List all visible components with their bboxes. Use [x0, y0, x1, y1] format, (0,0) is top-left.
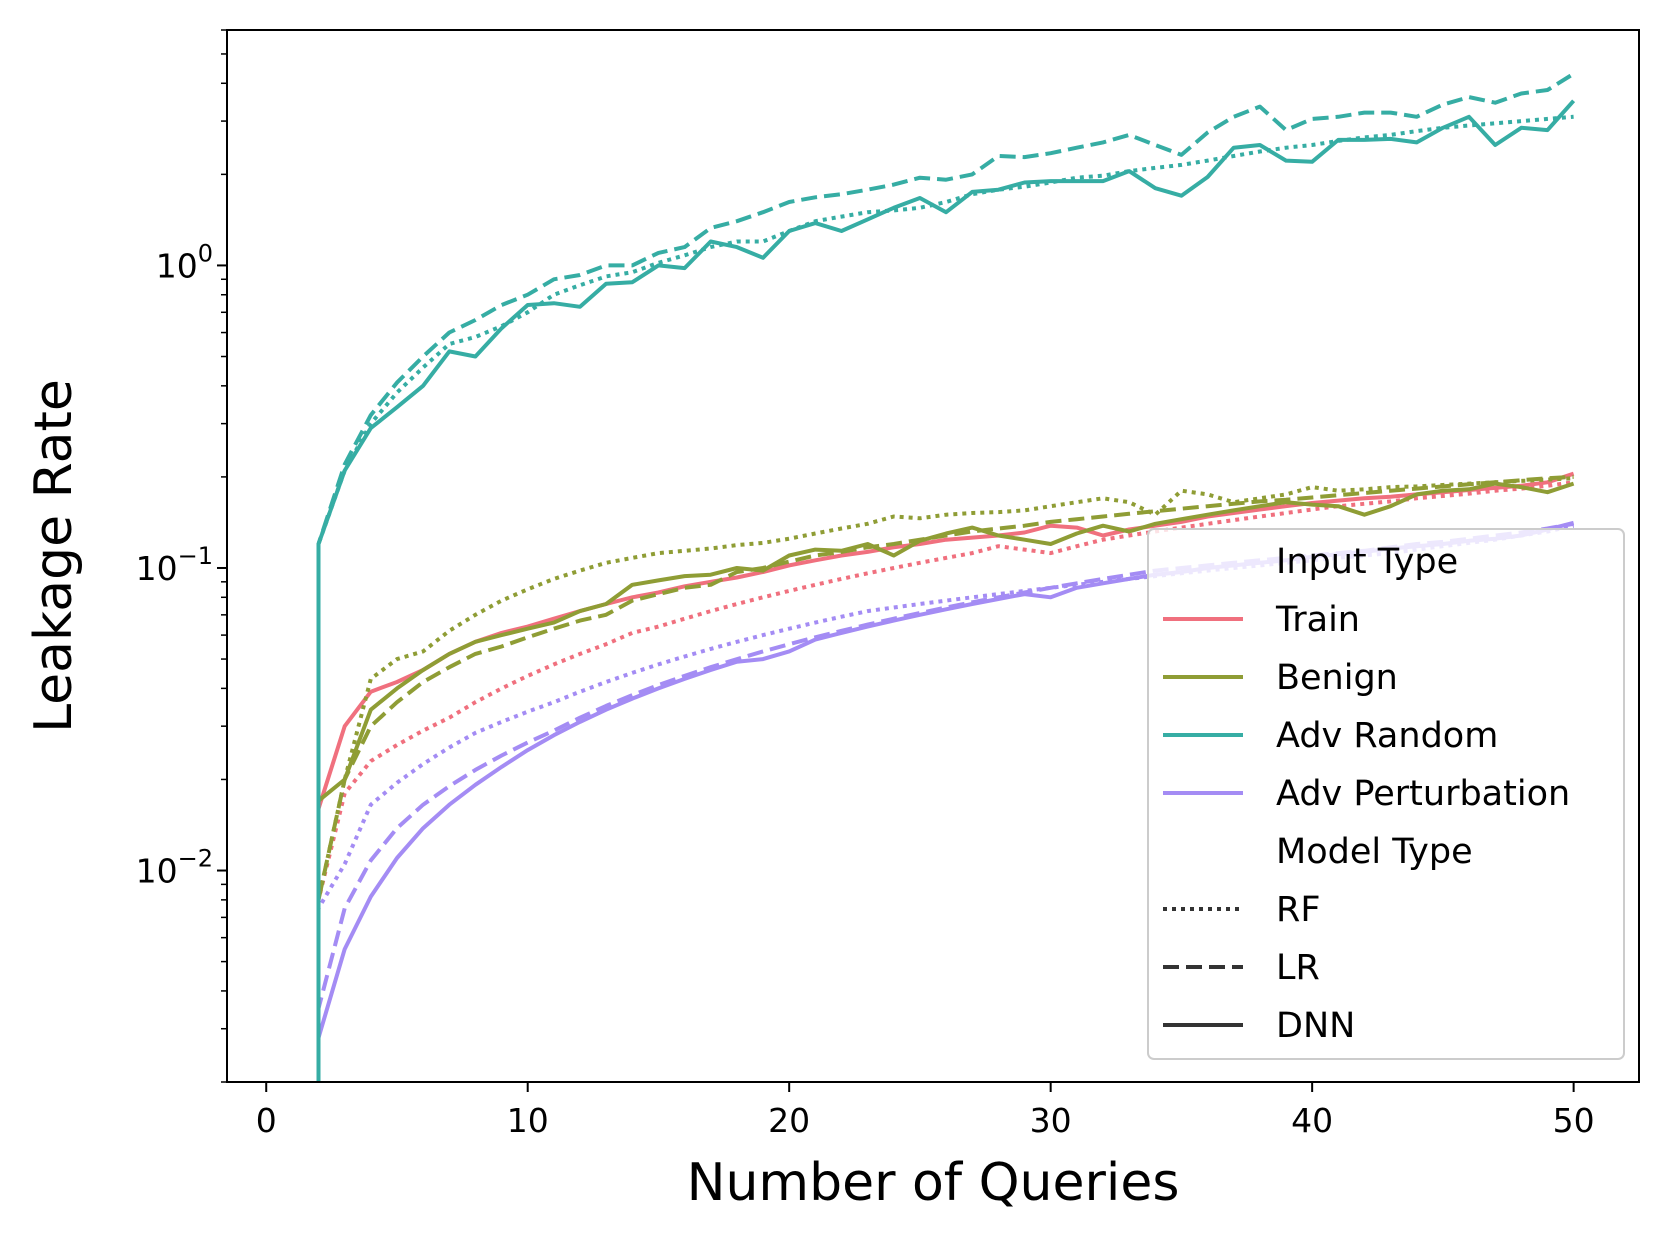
series-benign-lr — [316, 474, 1574, 1082]
x-tick-label: 0 — [256, 1101, 277, 1140]
x-tick-label: 40 — [1291, 1101, 1333, 1140]
series-benign-rf — [316, 476, 1574, 1082]
x-tick-label: 30 — [1030, 1101, 1072, 1140]
series-layer — [316, 72, 1576, 1082]
y-tick-label: 10−2 — [136, 845, 213, 891]
y-axis-label: Leakage Rate — [24, 379, 84, 733]
legend-label-adv-random: Adv Random — [1276, 716, 1498, 756]
legend-frame — [1147, 528, 1625, 1060]
series-train-dnn — [316, 471, 1575, 1082]
y-tick-label: 100 — [156, 239, 213, 285]
legend-label-dnn: DNN — [1276, 1006, 1355, 1046]
legend-title-input-type: Input Type — [1276, 542, 1458, 582]
legend-label-adv-perturbation: Adv Perturbation — [1276, 774, 1570, 814]
legend-label-lr: LR — [1276, 948, 1320, 988]
x-tick-label: 50 — [1553, 1101, 1595, 1140]
legend-title-model-type: Model Type — [1276, 832, 1473, 872]
legend-label-train: Train — [1275, 600, 1360, 640]
series-adv-random-lr — [316, 72, 1575, 1082]
series-adv-random-rf — [316, 114, 1574, 1082]
series-train-rf — [316, 480, 1574, 1082]
legend-label-benign: Benign — [1276, 658, 1398, 698]
y-tick-label: 10−1 — [136, 542, 213, 588]
x-tick-label: 10 — [507, 1101, 549, 1140]
x-axis: 0 10 20 30 40 50 — [256, 1082, 1595, 1140]
legend: Input Type Train Benign Adv Random Adv P… — [1147, 528, 1625, 1060]
plot-frame — [226, 29, 1640, 1083]
x-axis-label: Number of Queries — [687, 1153, 1180, 1213]
legend-label-rf: RF — [1276, 890, 1320, 930]
y-axis: 100 10−1 10−2 — [136, 29, 227, 1083]
x-tick-label: 20 — [768, 1101, 810, 1140]
